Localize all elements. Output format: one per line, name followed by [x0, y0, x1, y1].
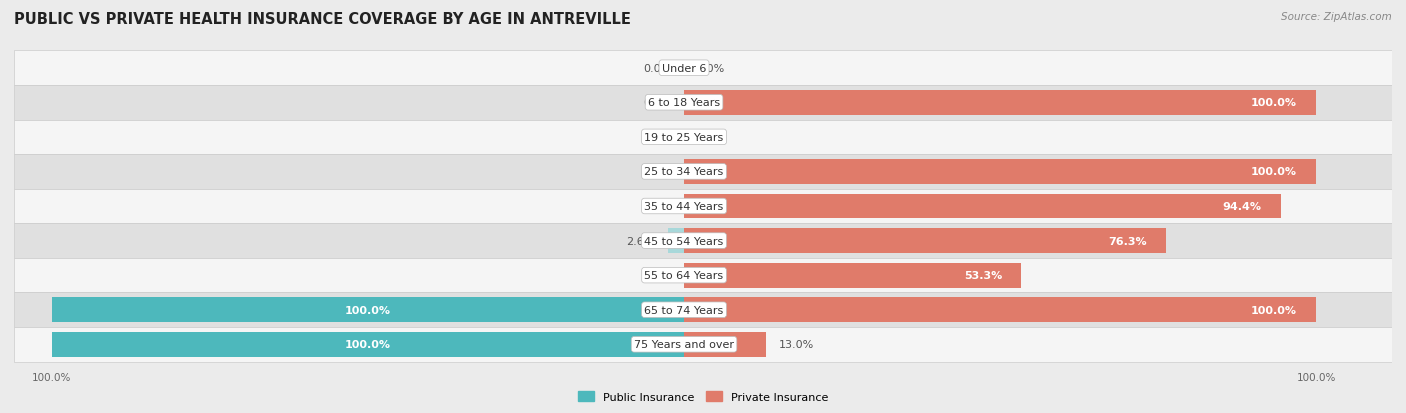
Text: 0.0%: 0.0% — [697, 133, 725, 142]
Text: 65 to 74 Years: 65 to 74 Years — [644, 305, 724, 315]
Text: 94.4%: 94.4% — [1223, 202, 1261, 211]
Bar — [14, 120, 1392, 155]
Text: 100.0%: 100.0% — [1251, 305, 1298, 315]
Text: 0.0%: 0.0% — [643, 133, 672, 142]
Text: 13.0%: 13.0% — [779, 339, 814, 349]
Bar — [14, 155, 1392, 189]
Text: 45 to 54 Years: 45 to 54 Years — [644, 236, 724, 246]
Legend: Public Insurance, Private Insurance: Public Insurance, Private Insurance — [578, 391, 828, 402]
Bar — [685, 90, 1316, 116]
Bar — [52, 297, 685, 323]
Bar — [52, 332, 685, 357]
Text: 75 Years and over: 75 Years and over — [634, 339, 734, 349]
Bar — [685, 159, 1316, 185]
Text: 100.0%: 100.0% — [1251, 98, 1298, 108]
Text: PUBLIC VS PRIVATE HEALTH INSURANCE COVERAGE BY AGE IN ANTREVILLE: PUBLIC VS PRIVATE HEALTH INSURANCE COVER… — [14, 12, 631, 27]
Bar — [14, 293, 1392, 327]
Text: 0.0%: 0.0% — [643, 167, 672, 177]
Text: 100.0%: 100.0% — [344, 339, 391, 349]
Text: 25 to 34 Years: 25 to 34 Years — [644, 167, 724, 177]
Bar — [685, 228, 1167, 254]
Text: Under 6: Under 6 — [662, 64, 706, 74]
Bar — [14, 51, 1392, 86]
Text: 0.0%: 0.0% — [643, 202, 672, 211]
Bar — [685, 263, 1021, 288]
Bar — [14, 86, 1392, 120]
Text: 2.6%: 2.6% — [627, 236, 655, 246]
Bar — [685, 297, 1316, 323]
Bar — [14, 258, 1392, 293]
Bar — [14, 224, 1392, 258]
Text: 0.0%: 0.0% — [697, 64, 725, 74]
Bar — [14, 189, 1392, 224]
Text: 0.0%: 0.0% — [643, 64, 672, 74]
Text: 76.3%: 76.3% — [1109, 236, 1147, 246]
Text: 6 to 18 Years: 6 to 18 Years — [648, 98, 720, 108]
Text: 35 to 44 Years: 35 to 44 Years — [644, 202, 724, 211]
Text: 100.0%: 100.0% — [344, 305, 391, 315]
Text: 0.0%: 0.0% — [643, 98, 672, 108]
Bar — [685, 194, 1281, 219]
Text: Source: ZipAtlas.com: Source: ZipAtlas.com — [1281, 12, 1392, 22]
Text: 55 to 64 Years: 55 to 64 Years — [644, 271, 724, 280]
Text: 100.0%: 100.0% — [1251, 167, 1298, 177]
Text: 19 to 25 Years: 19 to 25 Years — [644, 133, 724, 142]
Bar — [668, 228, 685, 254]
Bar — [685, 332, 766, 357]
Text: 53.3%: 53.3% — [963, 271, 1002, 280]
Bar — [14, 327, 1392, 362]
Text: 0.0%: 0.0% — [643, 271, 672, 280]
